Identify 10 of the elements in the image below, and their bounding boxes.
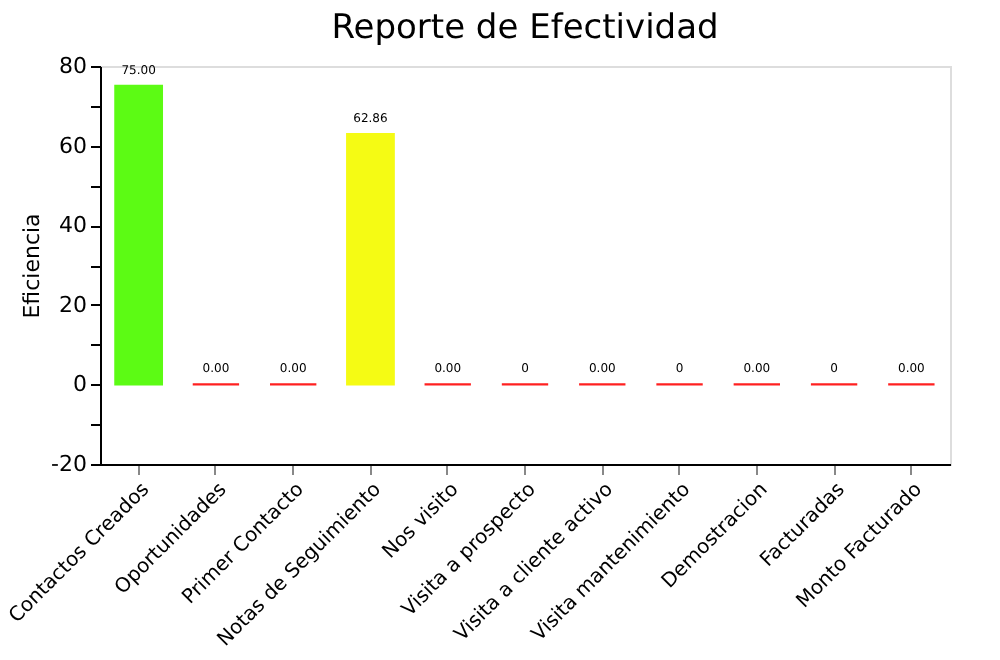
y-tick-label: 80: [59, 53, 87, 79]
bar: [346, 133, 395, 386]
y-tick-label: 20: [59, 291, 87, 318]
y-tick-label: 0: [73, 371, 87, 398]
y-axis-title: Eficiencia: [19, 213, 46, 319]
bar: [114, 84, 164, 386]
y-tick-label: -20: [51, 451, 87, 477]
y-tick-label: 40: [59, 212, 87, 239]
y-tick-label: 60: [59, 132, 87, 159]
chart-title: Reporte de Efectividad: [331, 8, 719, 48]
